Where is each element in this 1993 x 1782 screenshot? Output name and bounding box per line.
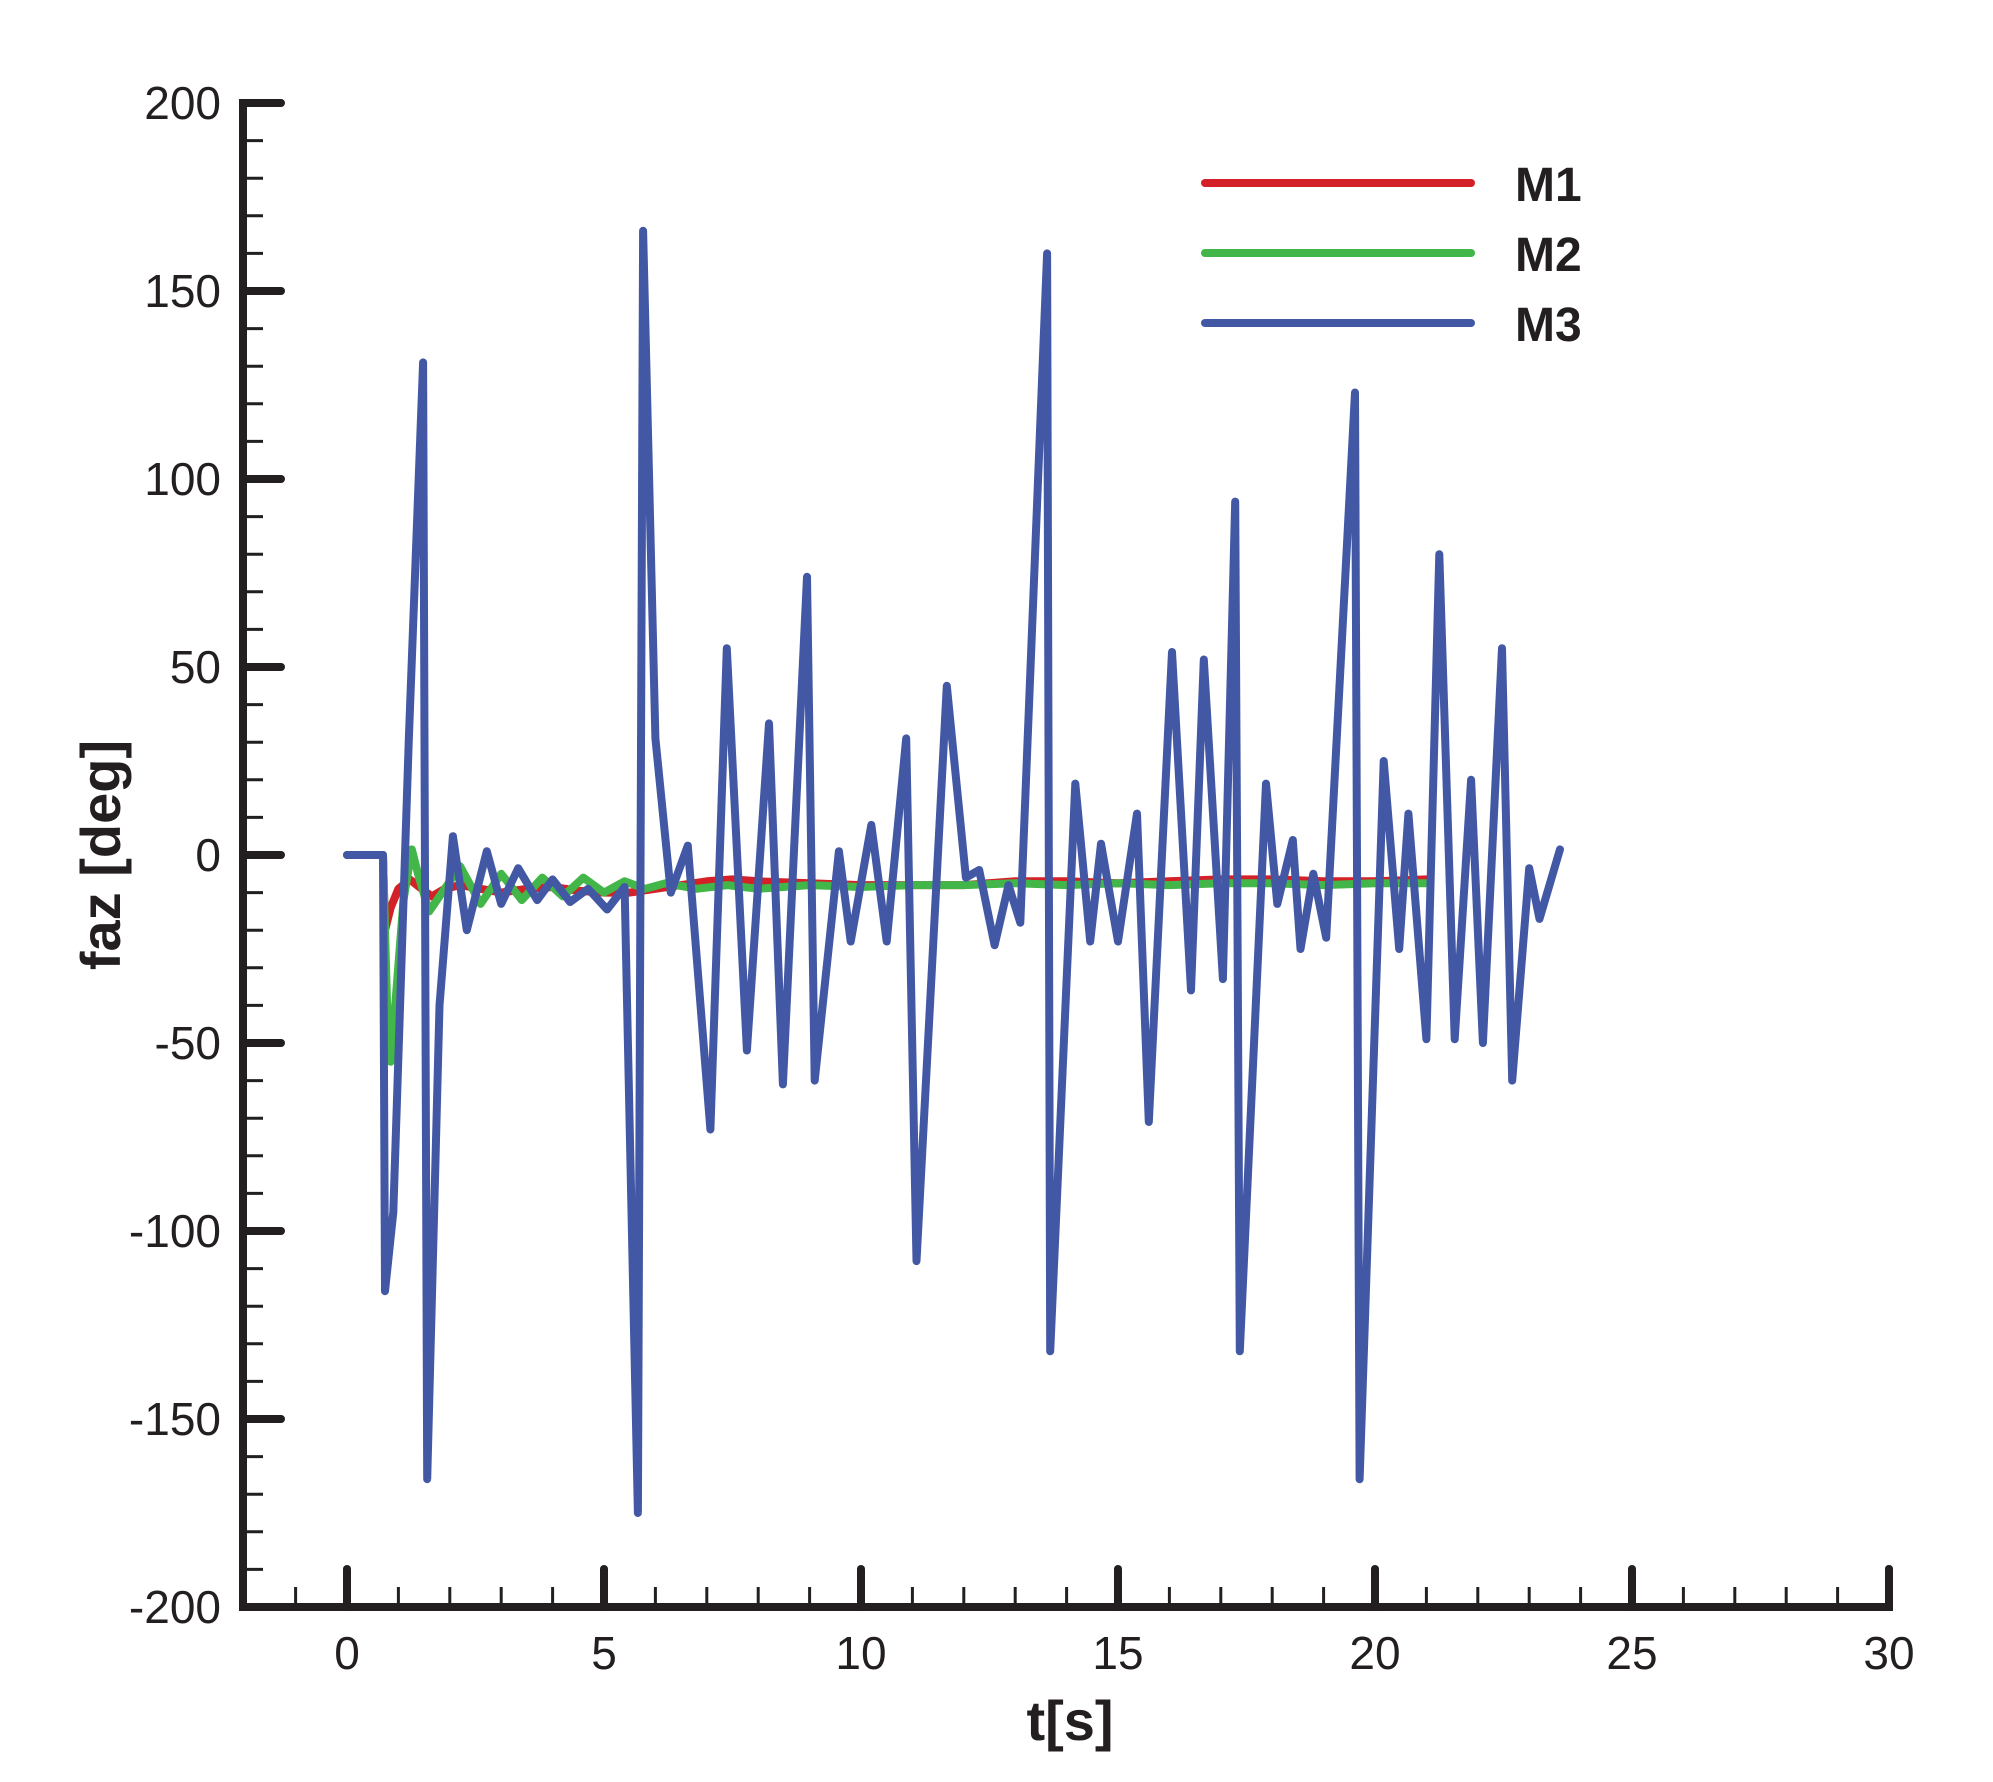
x-axis-title: t[s] [1026, 1689, 1113, 1752]
y-tick-label: 150 [144, 265, 221, 317]
legend-label-m3: M3 [1515, 299, 1582, 352]
x-tick-label: 10 [835, 1627, 886, 1679]
legend-label-m2: M2 [1515, 229, 1582, 282]
x-tick-label: 0 [334, 1627, 360, 1679]
axes: 0 5 10 15 20 25 30 200 150 100 50 0 -50 -100 -150 -200 [129, 77, 1915, 1679]
y-tick-label: -200 [129, 1581, 221, 1633]
x-tick-label: 25 [1606, 1627, 1657, 1679]
series-line-m2 [343, 845, 1431, 1066]
y-tick-label: 200 [144, 77, 221, 129]
y-tick-label: 100 [144, 453, 221, 505]
plot-area [343, 226, 1564, 1517]
x-tick-label: 5 [591, 1627, 617, 1679]
x-tick-label: 15 [1092, 1627, 1143, 1679]
series-line-m3 [343, 226, 1564, 1517]
x-tick-label: 30 [1863, 1627, 1914, 1679]
legend-label-m1: M1 [1515, 159, 1582, 212]
y-tick-label: -100 [129, 1205, 221, 1257]
x-tick-label: 20 [1349, 1627, 1400, 1679]
y-axis-title: faz [deg] [69, 740, 132, 970]
legend: M1 M2 M3 [1201, 159, 1582, 352]
y-tick-label: -150 [129, 1393, 221, 1445]
y-tick-label: -50 [155, 1017, 221, 1069]
y-tick-label: 50 [170, 641, 221, 693]
y-tick-label: 0 [195, 829, 221, 881]
